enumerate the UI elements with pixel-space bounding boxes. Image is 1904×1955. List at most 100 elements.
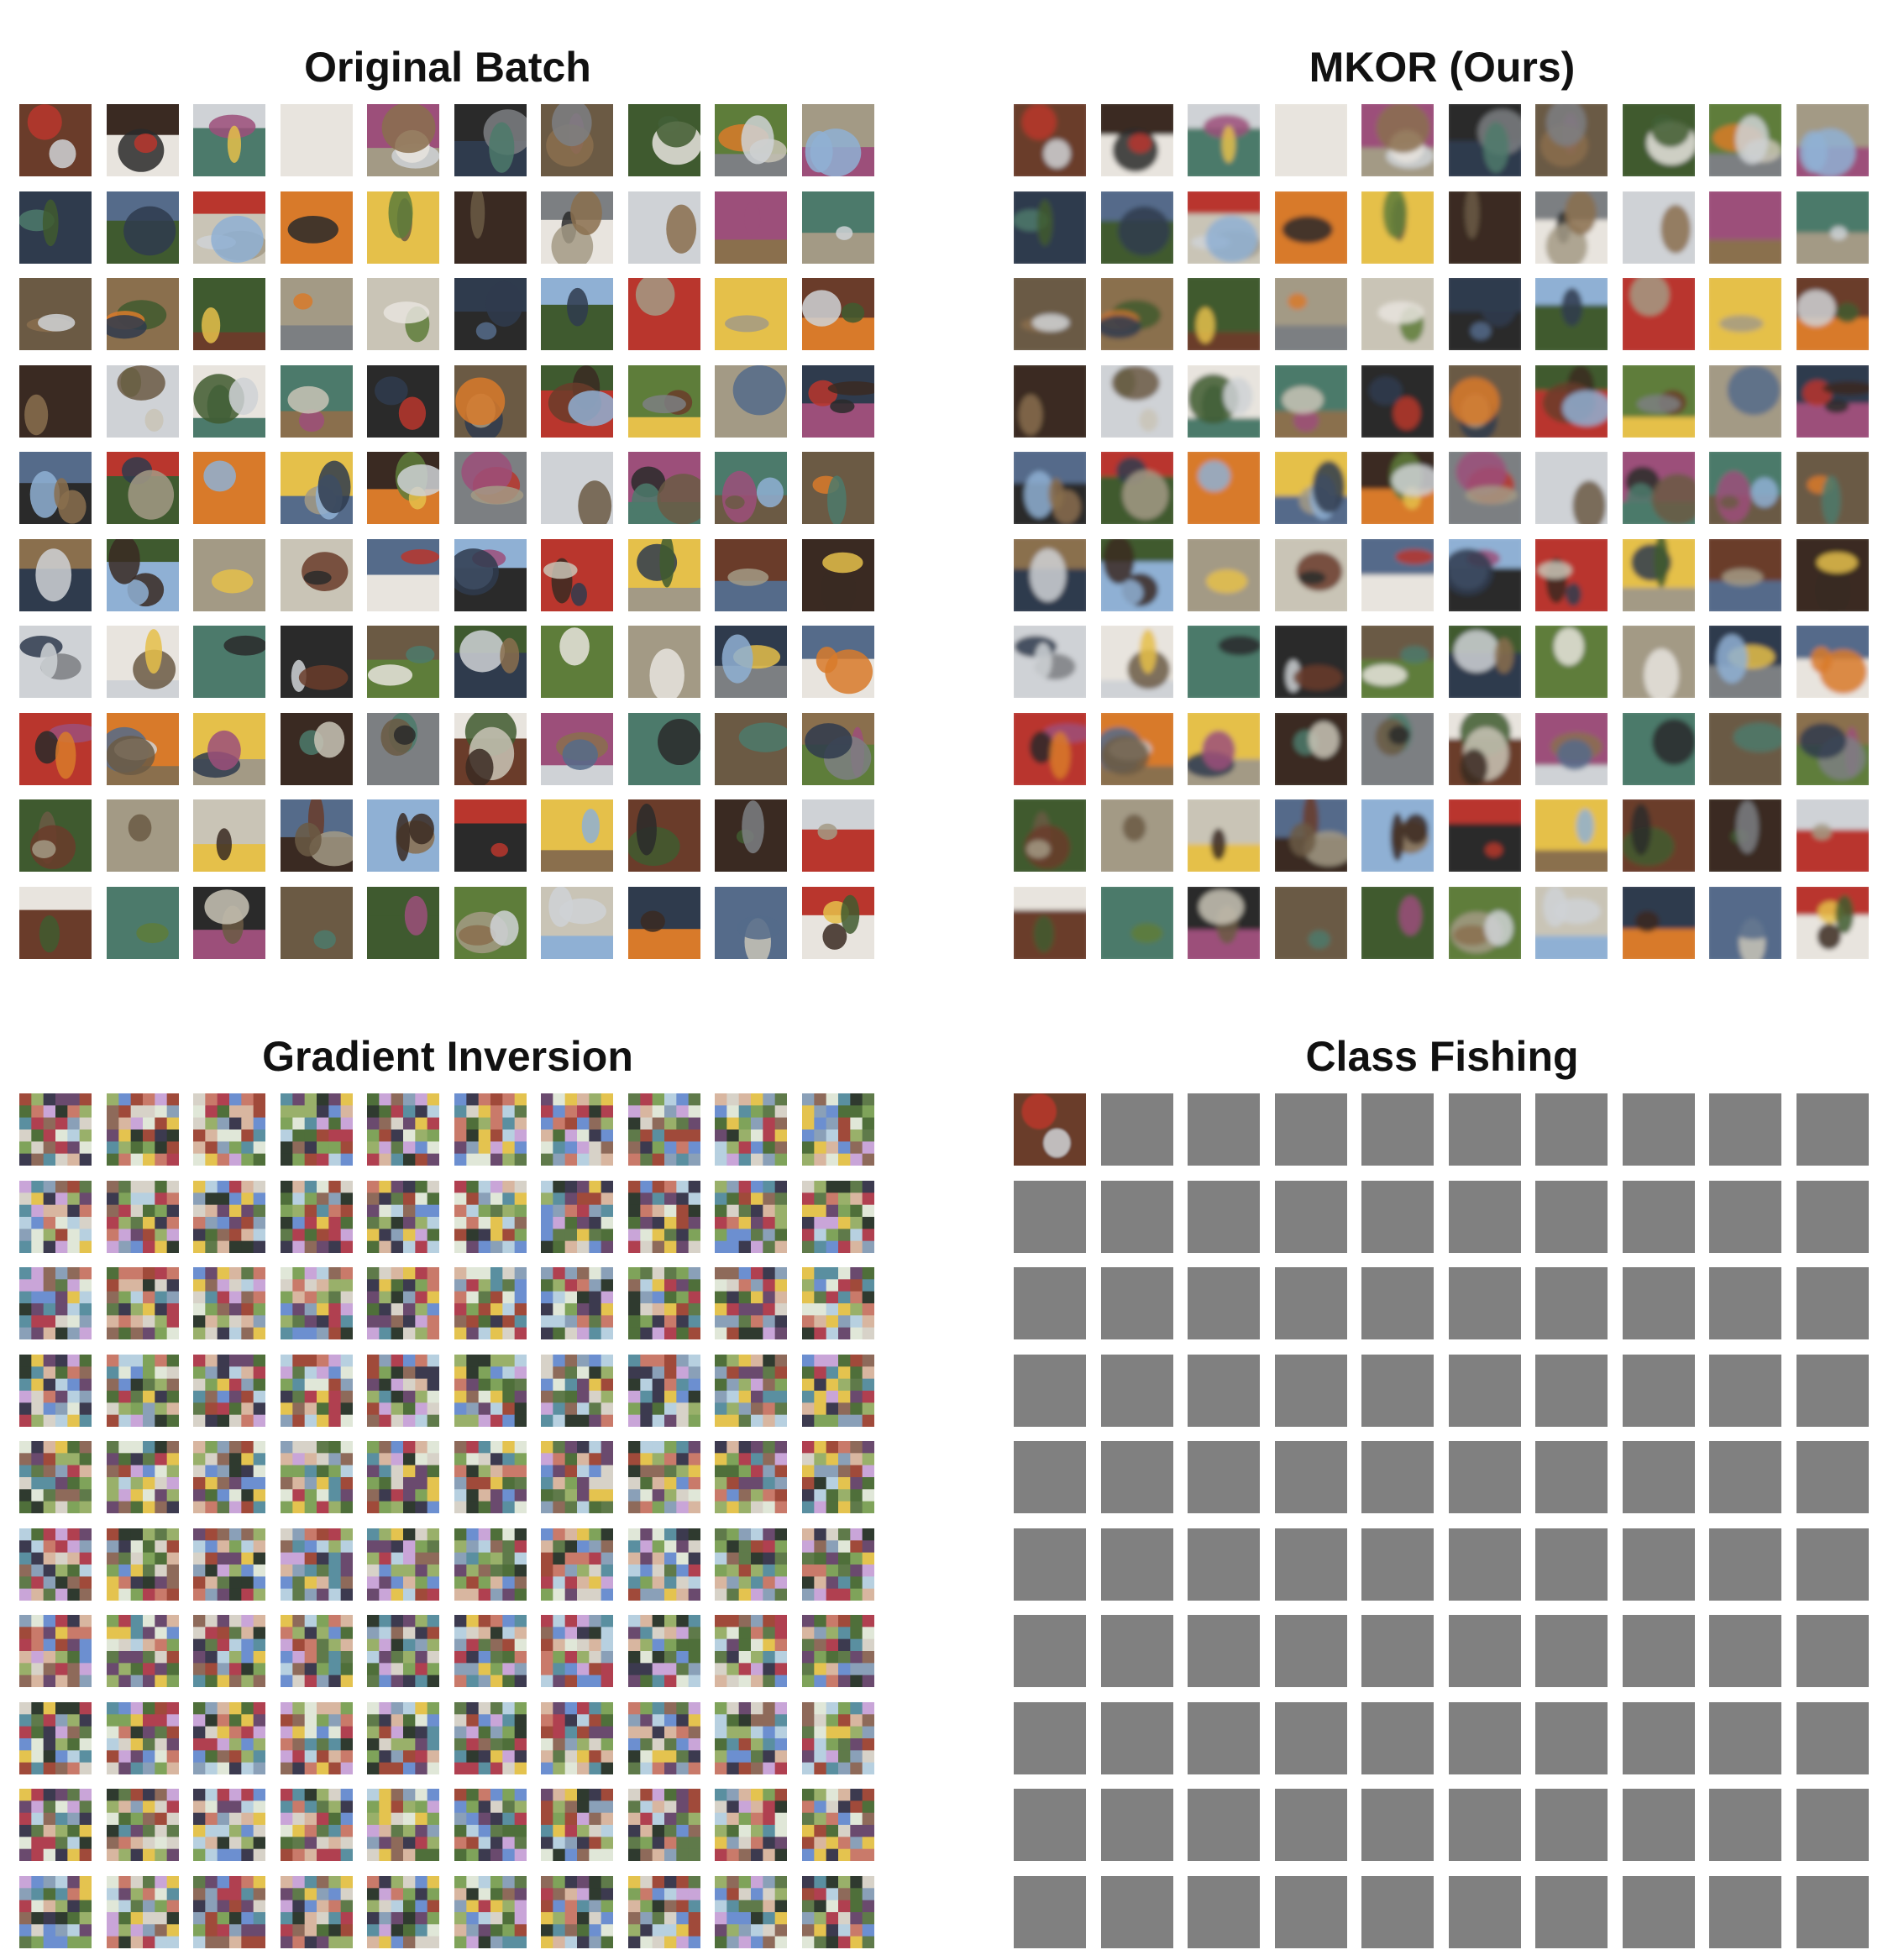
empty-placeholder: [1623, 1615, 1695, 1687]
thumbnail-image: [1623, 104, 1695, 176]
thumbnail-image: [541, 191, 613, 264]
thumbnail-image: [1275, 452, 1347, 524]
thumbnail-image: [1535, 799, 1608, 872]
thumbnail-image: [193, 539, 265, 611]
empty-placeholder: [1275, 1093, 1347, 1166]
thumbnail-image: [715, 1093, 787, 1166]
empty-placeholder: [1014, 1702, 1086, 1774]
empty-placeholder: [1796, 1093, 1869, 1166]
thumbnail-image: [1796, 278, 1869, 350]
thumbnail-image: [1101, 104, 1173, 176]
thumbnail-image: [193, 1702, 265, 1774]
empty-placeholder: [1623, 1267, 1695, 1339]
thumbnail-image: [454, 799, 527, 872]
empty-placeholder: [1623, 1876, 1695, 1948]
thumbnail-image: [802, 887, 874, 959]
thumbnail-image: [1275, 713, 1347, 785]
thumbnail-image: [19, 452, 92, 524]
thumbnail-image: [454, 626, 527, 698]
thumbnail-image: [1623, 713, 1695, 785]
empty-placeholder: [1275, 1876, 1347, 1948]
thumbnail-image: [281, 278, 353, 350]
thumbnail-image: [1014, 278, 1086, 350]
empty-placeholder: [1535, 1615, 1608, 1687]
thumbnail-image: [1535, 626, 1608, 698]
empty-placeholder: [1101, 1702, 1173, 1774]
panel-title: MKOR (Ours): [1309, 44, 1576, 91]
thumbnail-image: [541, 713, 613, 785]
thumbnail-image: [628, 1441, 700, 1513]
empty-placeholder: [1188, 1702, 1260, 1774]
empty-placeholder: [1709, 1702, 1781, 1774]
thumbnail-image: [715, 887, 787, 959]
empty-placeholder: [1535, 1355, 1608, 1427]
thumbnail-image: [281, 539, 353, 611]
thumbnail-image: [107, 799, 179, 872]
empty-placeholder: [1361, 1441, 1434, 1513]
thumbnail-image: [1535, 539, 1608, 611]
empty-placeholder: [1361, 1267, 1434, 1339]
thumbnail-image: [454, 191, 527, 264]
thumbnail-image: [367, 1355, 439, 1427]
thumbnail-image: [802, 1528, 874, 1601]
thumbnail-image: [802, 713, 874, 785]
empty-placeholder: [1101, 1528, 1173, 1601]
thumbnail-image: [1449, 278, 1521, 350]
thumbnail-image: [1188, 452, 1260, 524]
thumbnail-image: [541, 452, 613, 524]
thumbnail-image: [541, 278, 613, 350]
empty-placeholder: [1449, 1355, 1521, 1427]
empty-placeholder: [1275, 1267, 1347, 1339]
empty-placeholder: [1361, 1528, 1434, 1601]
thumbnail-image: [802, 1876, 874, 1948]
thumbnail-image: [367, 1876, 439, 1948]
empty-placeholder: [1188, 1441, 1260, 1513]
thumbnail-image: [193, 713, 265, 785]
empty-placeholder: [1275, 1441, 1347, 1513]
empty-placeholder: [1361, 1355, 1434, 1427]
thumbnail-image: [454, 539, 527, 611]
thumbnail-image: [1623, 452, 1695, 524]
empty-placeholder: [1101, 1615, 1173, 1687]
thumbnail-image: [1796, 452, 1869, 524]
thumbnail-image: [1361, 887, 1434, 959]
empty-placeholder: [1361, 1615, 1434, 1687]
empty-placeholder: [1014, 1876, 1086, 1948]
thumbnail-image: [367, 1615, 439, 1687]
thumbnail-image: [281, 713, 353, 785]
thumbnail-image: [107, 626, 179, 698]
thumbnail-image: [1623, 799, 1695, 872]
thumbnail-image: [1275, 278, 1347, 350]
thumbnail-image: [193, 626, 265, 698]
empty-placeholder: [1449, 1441, 1521, 1513]
thumbnail-image: [281, 1615, 353, 1687]
image-grid: [1014, 1093, 1870, 1950]
thumbnail-image: [628, 1615, 700, 1687]
thumbnail-image: [1796, 713, 1869, 785]
thumbnail-image: [628, 713, 700, 785]
thumbnail-image: [628, 1267, 700, 1339]
thumbnail-image: [367, 626, 439, 698]
empty-placeholder: [1014, 1355, 1086, 1427]
thumbnail-image: [281, 1355, 353, 1427]
thumbnail-image: [541, 1876, 613, 1948]
thumbnail-image: [281, 1181, 353, 1253]
empty-placeholder: [1623, 1789, 1695, 1861]
thumbnail-image: [715, 452, 787, 524]
thumbnail-image: [628, 1181, 700, 1253]
thumbnail-image: [107, 452, 179, 524]
thumbnail-image: [19, 278, 92, 350]
thumbnail-image: [19, 1528, 92, 1601]
thumbnail-image: [541, 1355, 613, 1427]
thumbnail-image: [1796, 104, 1869, 176]
thumbnail-image: [1709, 799, 1781, 872]
thumbnail-image: [802, 1093, 874, 1166]
thumbnail-image: [541, 799, 613, 872]
thumbnail-image: [1188, 365, 1260, 438]
thumbnail-image: [19, 1615, 92, 1687]
thumbnail-image: [1796, 539, 1869, 611]
thumbnail-image: [1796, 191, 1869, 264]
thumbnail-image: [19, 104, 92, 176]
thumbnail-image: [19, 1789, 92, 1861]
empty-placeholder: [1535, 1789, 1608, 1861]
